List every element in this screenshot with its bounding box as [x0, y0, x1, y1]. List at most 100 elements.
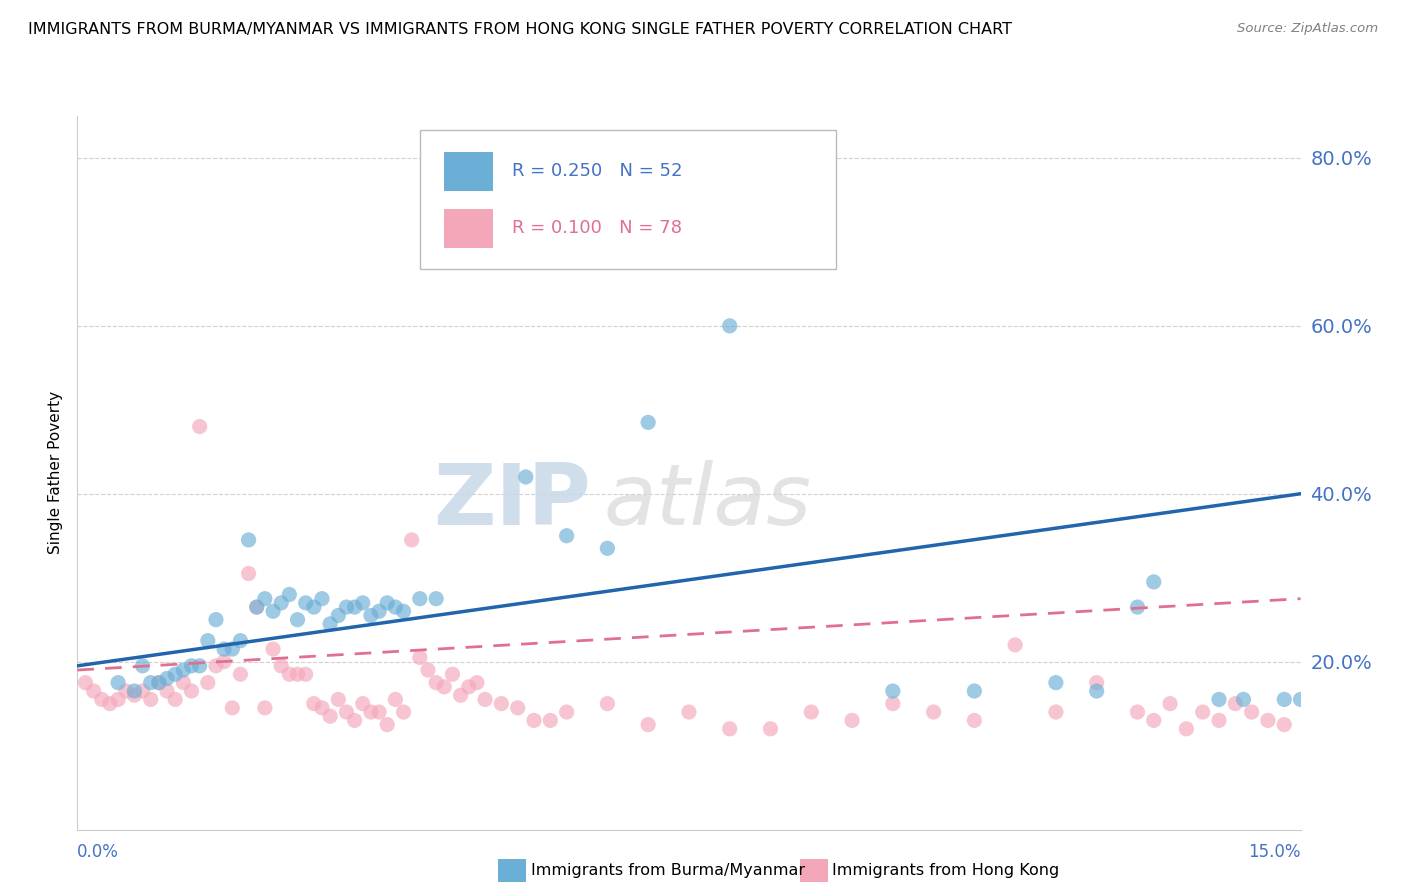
Point	[335, 600, 357, 615]
Point	[148, 675, 170, 690]
Point	[212, 642, 235, 657]
Text: Source: ZipAtlas.com: Source: ZipAtlas.com	[1237, 22, 1378, 36]
Text: IMMIGRANTS FROM BURMA/MYANMAR VS IMMIGRANTS FROM HONG KONG SINGLE FATHER POVERTY: IMMIGRANTS FROM BURMA/MYANMAR VS IMMIGRA…	[28, 22, 1012, 37]
Text: Immigrants from Hong Kong: Immigrants from Hong Kong	[832, 863, 1060, 878]
Point	[270, 658, 292, 673]
Text: Immigrants from Burma/Myanmar: Immigrants from Burma/Myanmar	[531, 863, 806, 878]
Point	[401, 533, 423, 547]
Point	[83, 684, 105, 698]
Point	[718, 722, 741, 736]
Point	[238, 533, 260, 547]
Point	[800, 705, 823, 719]
Point	[319, 709, 342, 723]
Point	[352, 697, 374, 711]
Text: ZIP: ZIP	[433, 459, 591, 543]
Point	[335, 705, 357, 719]
Point	[278, 587, 301, 601]
Point	[384, 692, 406, 706]
Point	[205, 658, 228, 673]
Point	[425, 675, 447, 690]
Point	[368, 604, 391, 618]
Point	[538, 714, 561, 728]
Point	[1257, 714, 1279, 728]
Text: R = 0.250   N = 52: R = 0.250 N = 52	[512, 162, 682, 180]
Point	[1175, 722, 1198, 736]
Point	[212, 655, 235, 669]
Point	[425, 591, 447, 606]
Point	[180, 684, 202, 698]
Point	[124, 688, 146, 702]
Point	[465, 675, 488, 690]
Point	[1225, 697, 1247, 711]
Point	[360, 608, 382, 623]
Point	[392, 604, 415, 618]
Point	[287, 667, 309, 681]
Point	[278, 667, 301, 681]
FancyBboxPatch shape	[444, 152, 494, 191]
Point	[107, 692, 129, 706]
Point	[124, 684, 146, 698]
Point	[375, 717, 398, 731]
Point	[180, 658, 202, 673]
Point	[474, 692, 496, 706]
Point	[262, 642, 284, 657]
Point	[75, 675, 97, 690]
Point	[416, 663, 439, 677]
Point	[343, 600, 366, 615]
Point	[294, 667, 316, 681]
Point	[1232, 692, 1254, 706]
Point	[229, 633, 252, 648]
Point	[1045, 705, 1067, 719]
Point	[1126, 600, 1149, 615]
Point	[441, 667, 464, 681]
Point	[148, 675, 170, 690]
Point	[1208, 692, 1230, 706]
Point	[246, 600, 269, 615]
Point	[1143, 574, 1166, 589]
Point	[197, 675, 219, 690]
Point	[882, 684, 904, 698]
Point	[963, 684, 986, 698]
Point	[1240, 705, 1263, 719]
Point	[270, 596, 292, 610]
Point	[343, 714, 366, 728]
Point	[506, 701, 529, 715]
Point	[156, 672, 179, 686]
Point	[1272, 692, 1295, 706]
Point	[596, 541, 619, 556]
Point	[139, 675, 162, 690]
Point	[131, 684, 153, 698]
Point	[319, 616, 342, 631]
Point	[156, 684, 179, 698]
Point	[678, 705, 700, 719]
Point	[328, 692, 350, 706]
Point	[1126, 705, 1149, 719]
Point	[491, 697, 513, 711]
Point	[1143, 714, 1166, 728]
Point	[294, 596, 316, 610]
Point	[1272, 717, 1295, 731]
Text: atlas: atlas	[603, 459, 811, 543]
Point	[1289, 692, 1312, 706]
Text: 15.0%: 15.0%	[1249, 843, 1301, 861]
Point	[1085, 675, 1108, 690]
Point	[302, 600, 325, 615]
Point	[1004, 638, 1026, 652]
Point	[392, 705, 415, 719]
Point	[515, 470, 537, 484]
Point	[523, 714, 546, 728]
Point	[165, 667, 187, 681]
Point	[172, 663, 194, 677]
Point	[262, 604, 284, 618]
Point	[637, 717, 659, 731]
Point	[360, 705, 382, 719]
Point	[188, 419, 211, 434]
Text: R = 0.100   N = 78: R = 0.100 N = 78	[512, 219, 682, 237]
Point	[596, 697, 619, 711]
Point	[287, 613, 309, 627]
Point	[384, 600, 406, 615]
Point	[368, 705, 391, 719]
Point	[922, 705, 945, 719]
Point	[759, 722, 782, 736]
FancyBboxPatch shape	[420, 130, 835, 269]
